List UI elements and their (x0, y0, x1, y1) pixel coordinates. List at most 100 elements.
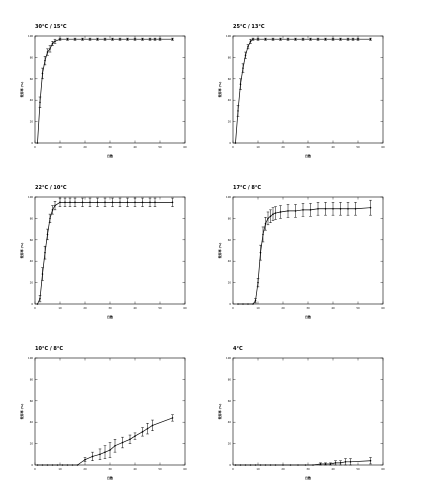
y-tick-label: 80 (228, 55, 232, 59)
panel-title: 10°C / 8°C (35, 346, 63, 352)
data-point (369, 459, 372, 462)
data-point (339, 207, 342, 210)
x-tick-label: 10 (256, 145, 260, 149)
data-point (96, 201, 99, 204)
data-point (352, 38, 354, 41)
y-axis-label: 発芽率 (%) (19, 81, 24, 98)
data-point (104, 451, 106, 453)
x-tick-label: 40 (331, 145, 335, 149)
data-point (51, 42, 54, 45)
plot-frame (34, 196, 186, 305)
data-point (46, 464, 49, 466)
y-axis-label: 発芽率 (%) (217, 242, 222, 259)
x-tick-label: 60 (183, 145, 187, 149)
x-tick-label: 30 (108, 145, 112, 149)
data-point (274, 212, 277, 214)
y-tick-label: 0 (229, 463, 231, 467)
data-point (257, 38, 259, 41)
y-tick-label: 100 (28, 195, 33, 199)
y-axis-label: 発芽率 (%) (217, 403, 222, 420)
y-tick-label: 60 (30, 399, 34, 403)
data-point (44, 251, 46, 254)
data-point (257, 281, 259, 284)
data-point (264, 38, 267, 41)
y-axis-label: 発芽率 (%) (19, 242, 24, 259)
data-point (84, 458, 86, 461)
y-tick-label: 80 (228, 377, 232, 381)
data-point (119, 201, 121, 204)
data-point (74, 38, 76, 41)
data-point (347, 38, 349, 41)
data-point (302, 209, 304, 211)
x-tick-label: 40 (133, 145, 137, 149)
data-point (329, 463, 332, 465)
x-tick-label: 20 (83, 306, 87, 310)
data-point (149, 38, 151, 41)
data-point (76, 464, 79, 466)
x-tick-label: 0 (34, 306, 36, 310)
x-tick-label: 60 (381, 145, 385, 149)
y-tick-label: 20 (30, 281, 34, 285)
data-point (282, 464, 284, 466)
data-point (287, 38, 289, 41)
data-point (64, 201, 66, 204)
data-point (129, 438, 131, 441)
data-point (41, 464, 44, 466)
y-tick-label: 100 (226, 34, 231, 38)
x-tick-label: 50 (356, 145, 360, 149)
data-point (126, 38, 129, 41)
y-tick-label: 40 (228, 259, 232, 263)
data-point (339, 38, 342, 41)
data-point (96, 38, 99, 41)
data-point (46, 51, 49, 53)
data-point (239, 464, 242, 466)
data-point (119, 38, 121, 41)
data-point (259, 251, 262, 254)
data-point (36, 142, 39, 144)
data-point (149, 201, 151, 204)
data-point (51, 209, 54, 211)
series-line (37, 38, 173, 144)
x-tick-label: 0 (34, 145, 36, 149)
x-tick-label: 10 (58, 306, 62, 310)
panel-title: 4°C (233, 346, 243, 352)
data-point (252, 38, 254, 41)
data-point (239, 83, 242, 85)
data-point (242, 303, 244, 305)
data-point (264, 222, 267, 225)
y-tick-label: 20 (30, 120, 34, 124)
x-tick-label: 10 (58, 145, 62, 149)
data-point (171, 417, 174, 419)
data-point (294, 38, 297, 41)
data-point (279, 211, 282, 213)
x-axis-label: 日数 (107, 153, 113, 158)
x-tick-label: 20 (281, 145, 285, 149)
x-tick-label: 40 (133, 467, 137, 471)
data-point (36, 303, 39, 305)
y-tick-label: 0 (229, 302, 231, 306)
data-point (134, 38, 136, 41)
data-point (151, 424, 154, 427)
y-tick-label: 60 (228, 77, 232, 81)
data-point (49, 48, 51, 50)
x-tick-label: 0 (232, 145, 234, 149)
data-point (289, 464, 292, 466)
x-tick-label: 40 (133, 306, 137, 310)
chart-panel-2: 25°C / 13°C 0 20 40 60 80 100 0 10 20 30 40 50 60 日数 発芽… (217, 24, 385, 158)
x-tick-label: 50 (356, 467, 360, 471)
data-point (247, 303, 249, 305)
data-point (269, 464, 272, 466)
data-point (39, 101, 41, 104)
y-tick-label: 100 (28, 356, 33, 360)
data-point (317, 207, 319, 210)
data-point (154, 201, 156, 204)
data-point (279, 38, 282, 41)
data-point (51, 464, 54, 466)
data-point (69, 201, 71, 204)
x-tick-label: 20 (83, 467, 87, 471)
data-point (89, 201, 91, 204)
data-point (309, 209, 312, 211)
data-point (41, 273, 44, 275)
panel-title: 30°C / 15°C (35, 24, 67, 30)
